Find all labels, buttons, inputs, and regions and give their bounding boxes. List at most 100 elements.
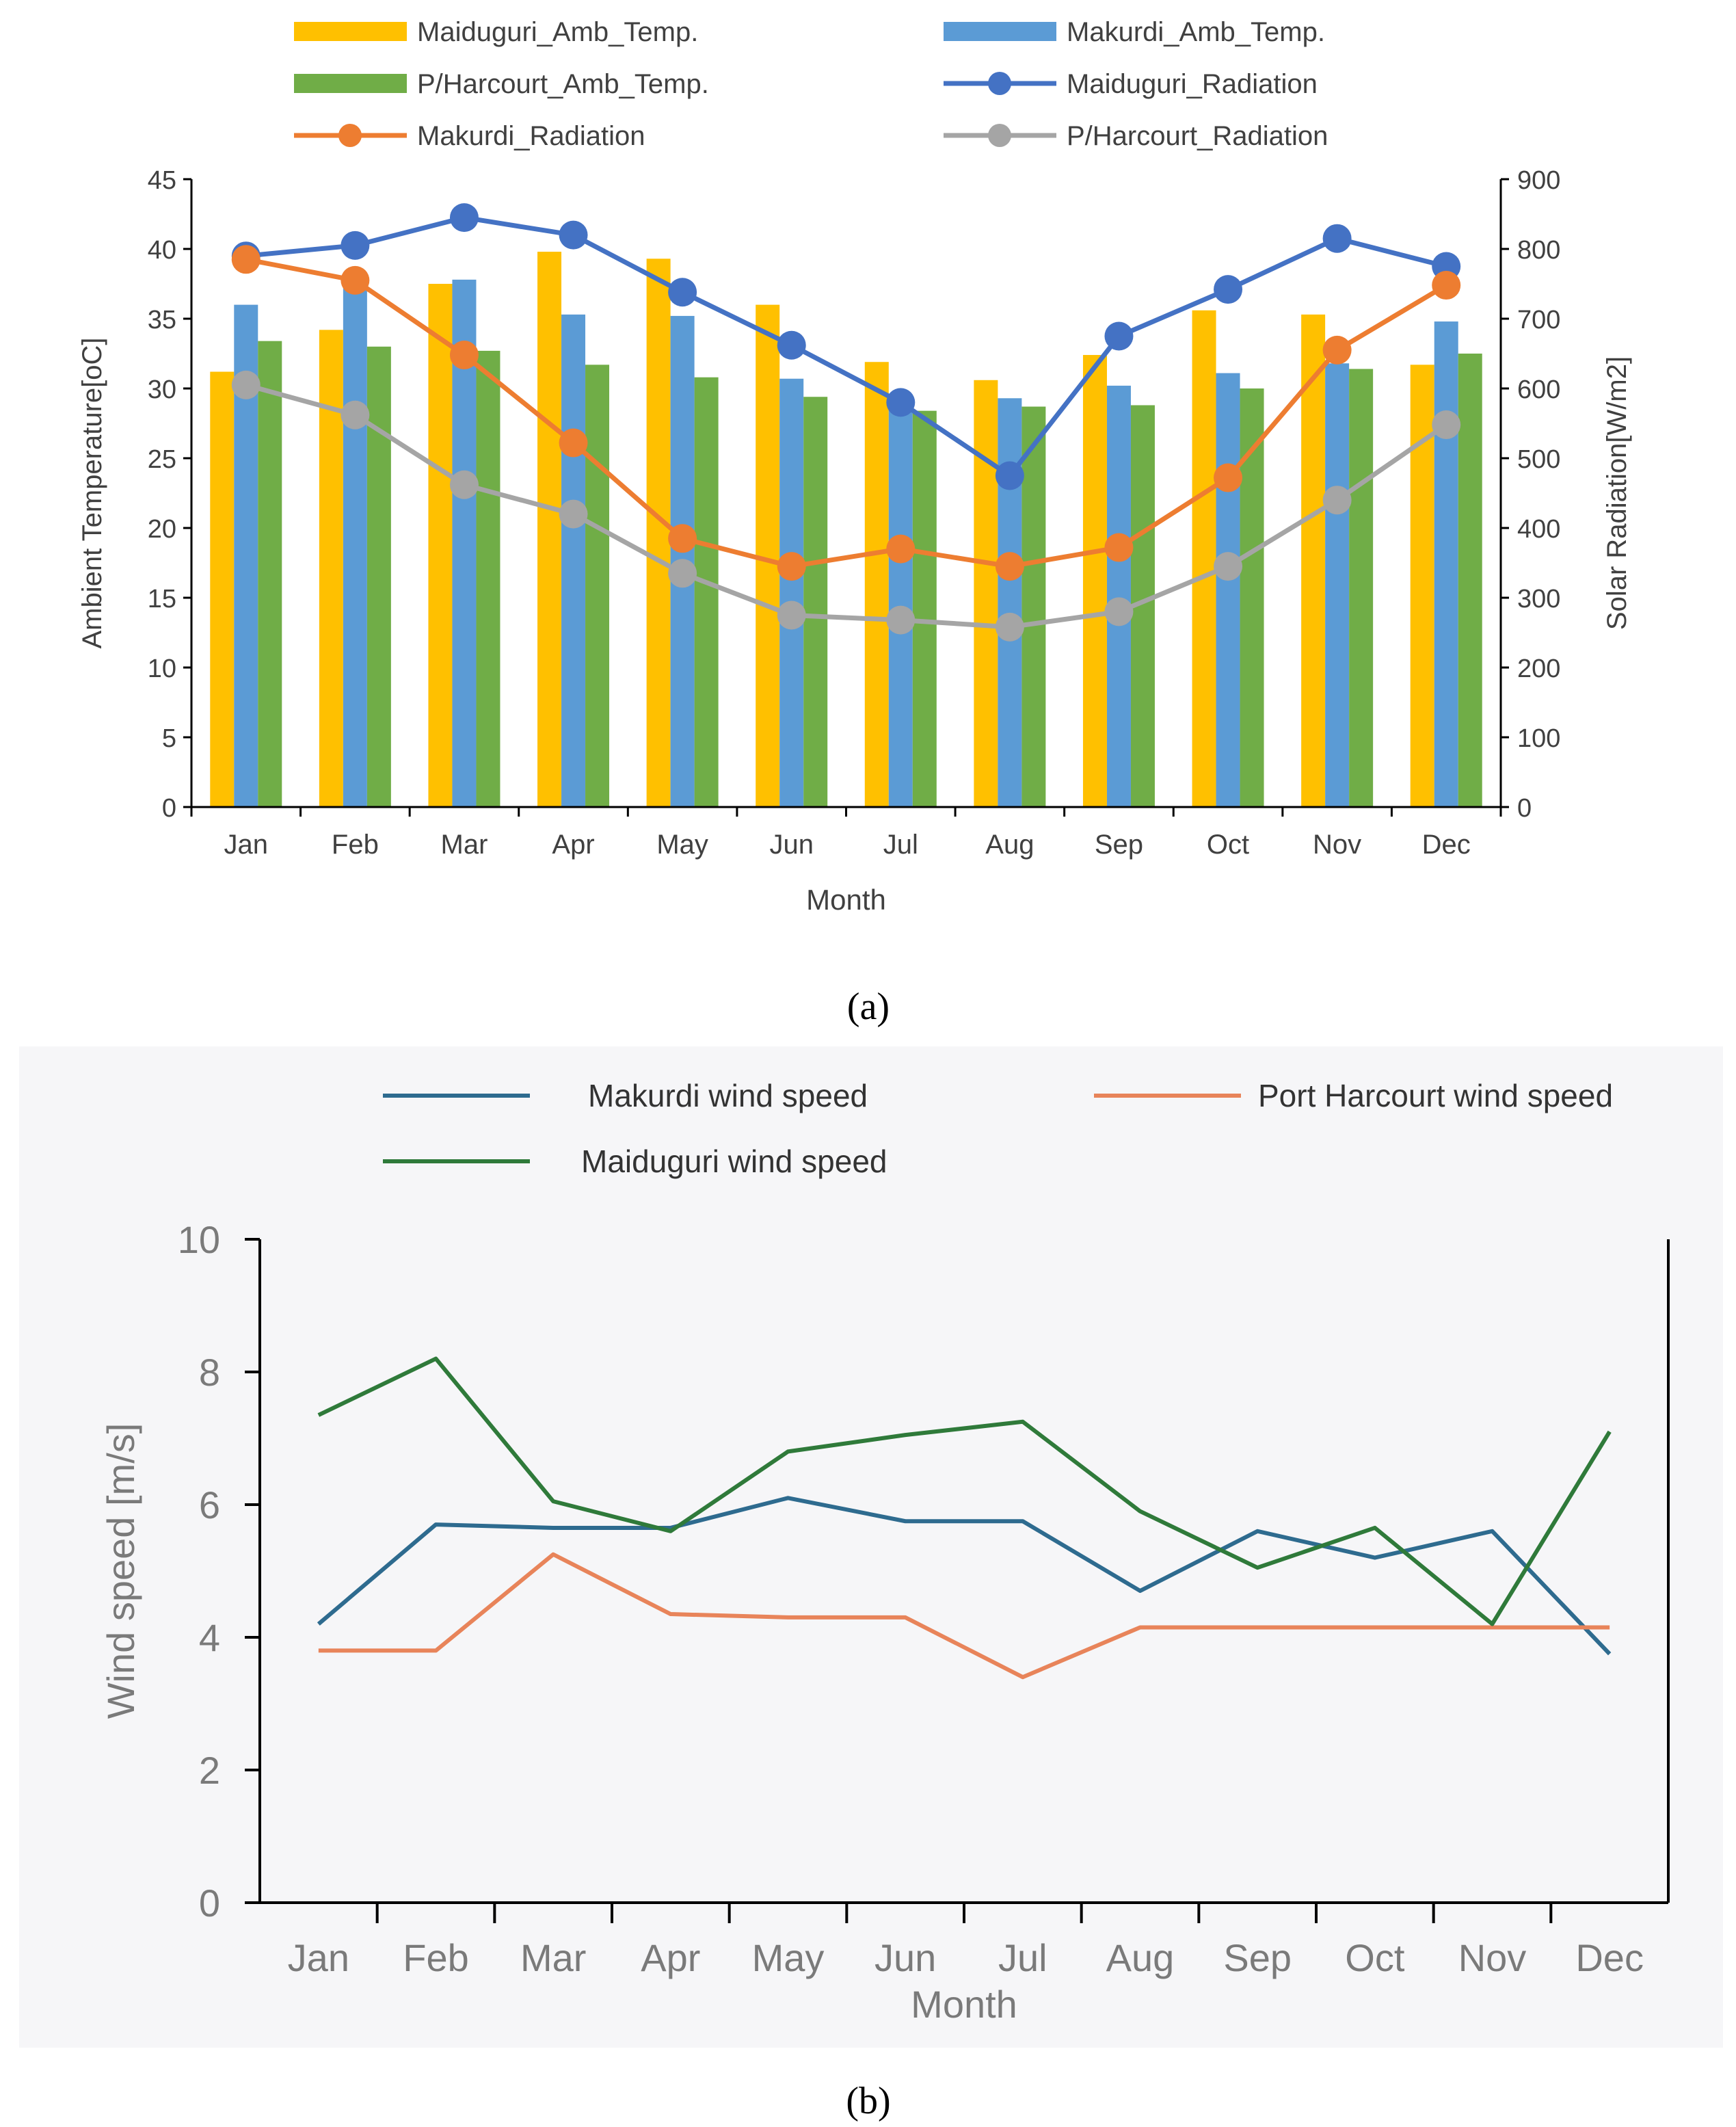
- x-tick-label: Jun: [769, 830, 814, 860]
- x-tick-label: Apr: [552, 830, 594, 860]
- x-tick-label: Apr: [641, 1936, 700, 1979]
- legend-label: Makurdi_Amb_Temp.: [1067, 17, 1325, 47]
- point-makurdi-radiation-dec: [1432, 271, 1461, 300]
- x-tick-label: Dec: [1422, 830, 1471, 860]
- point-makurdi-radiation-may: [668, 524, 697, 553]
- x-axis-title: Month: [911, 1983, 1017, 2026]
- bar-maiduguri-amb-temp-oct: [1192, 310, 1216, 807]
- point-makurdi-radiation-feb: [340, 265, 370, 295]
- x-axis-title: Month: [806, 884, 886, 916]
- bar-makurdi-amb-temp-feb: [343, 274, 367, 808]
- panel-label-b: (b): [846, 2080, 891, 2122]
- point-makurdi-radiation-sep: [1104, 533, 1134, 562]
- bar-maiduguri-amb-temp-jul: [864, 362, 889, 807]
- line-maiduguri-wind-speed: [317, 1356, 1612, 1626]
- line-maiduguri-radiation: [245, 215, 1447, 478]
- bar-makurdi-amb-temp-nov: [1325, 363, 1350, 807]
- legend-item-makurdi-wind-speed: Makurdi wind speed: [383, 1078, 868, 1113]
- x-tick-label: Feb: [332, 830, 379, 860]
- point-maiduguri-radiation-apr: [559, 220, 588, 250]
- bar-p-harcourt-amb-temp-dec: [1458, 354, 1482, 807]
- x-tick-label: Mar: [441, 830, 488, 860]
- bar-maiduguri-amb-temp-feb: [319, 330, 343, 807]
- point-makurdi-radiation-aug: [995, 552, 1024, 581]
- legend-item-p-harcourt-amb-temp: P/Harcourt_Amb_Temp.: [294, 69, 709, 99]
- point-makurdi-radiation-jan: [231, 245, 261, 274]
- y-tick-label: 20: [148, 515, 176, 544]
- y2-tick-label: 600: [1517, 375, 1560, 404]
- bar-maiduguri-amb-temp-mar: [428, 284, 453, 807]
- y-tick-label: 5: [162, 724, 176, 753]
- line-p-harcourt-radiation: [245, 382, 1448, 630]
- point-maiduguri-radiation-sep: [1104, 321, 1134, 351]
- chart-b: Makurdi wind speed Port Harcourt wind spe…: [19, 1046, 1723, 2048]
- point-p-harcourt-radiation-nov: [1322, 486, 1352, 515]
- point-makurdi-radiation-nov: [1322, 335, 1352, 365]
- y-tick-label: 4: [199, 1616, 220, 1659]
- x-tick-label: Jan: [288, 1936, 349, 1979]
- bar-makurdi-amb-temp-jul: [888, 402, 913, 807]
- point-p-harcourt-radiation-dec: [1432, 410, 1461, 440]
- x-tick-label: Sep: [1223, 1936, 1292, 1979]
- legend-item-port-harcourt-wind-speed: Port Harcourt wind speed: [1094, 1078, 1613, 1113]
- legend-item-makurdi-radiation: Makurdi_Radiation: [294, 121, 645, 151]
- bar-maiduguri-amb-temp-dec: [1410, 365, 1434, 807]
- y-tick-label: 10: [148, 655, 176, 683]
- x-tick-label: Oct: [1345, 1936, 1405, 1979]
- legend-swatch-marker: [988, 124, 1011, 147]
- y2-tick-label: 0: [1517, 794, 1532, 823]
- x-tick-label: Nov: [1313, 830, 1361, 860]
- point-maiduguri-radiation-may: [668, 278, 697, 307]
- legend-item-maiduguri-amb-temp: Maiduguri_Amb_Temp.: [294, 17, 698, 47]
- y-tick-label: 2: [199, 1749, 220, 1792]
- chart-b-background: [19, 1046, 1723, 2048]
- point-makurdi-radiation-apr: [559, 428, 588, 458]
- bar-maiduguri-amb-temp-jan: [210, 371, 235, 807]
- x-tick-label: Aug: [1106, 1936, 1175, 1979]
- x-tick-label: May: [752, 1936, 825, 1979]
- y2-tick-label: 200: [1517, 655, 1560, 683]
- y2-tick-label: 900: [1517, 166, 1560, 195]
- point-p-harcourt-radiation-mar: [449, 470, 479, 499]
- y-tick-label: 10: [178, 1218, 220, 1261]
- point-makurdi-radiation-oct: [1214, 463, 1243, 492]
- legend-item-maiduguri-radiation: Maiduguri_Radiation: [944, 69, 1318, 99]
- bar-makurdi-amb-temp-aug: [998, 398, 1022, 807]
- y-tick-label: 30: [148, 375, 176, 404]
- bar-p-harcourt-amb-temp-jan: [258, 341, 282, 807]
- point-makurdi-radiation-mar: [449, 341, 479, 370]
- legend-swatch-marker: [338, 124, 362, 147]
- bar-p-harcourt-amb-temp-mar: [476, 350, 500, 807]
- bar-p-harcourt-amb-temp-nov: [1349, 369, 1374, 807]
- y2-tick-label: 500: [1517, 445, 1560, 474]
- point-p-harcourt-radiation-jun: [777, 600, 806, 630]
- line-makurdi-wind-speed: [317, 1496, 1612, 1656]
- bar-maiduguri-amb-temp-nov: [1301, 314, 1326, 807]
- legend-label: Maiduguri_Amb_Temp.: [417, 17, 698, 47]
- legend-label: P/Harcourt_Radiation: [1067, 121, 1328, 151]
- x-tick-label: Oct: [1207, 830, 1249, 860]
- x-tick-label: Aug: [985, 830, 1034, 860]
- point-maiduguri-radiation-mar: [449, 203, 479, 233]
- y-tick-label: 15: [148, 585, 176, 613]
- point-maiduguri-radiation-jun: [777, 330, 806, 360]
- legend-label: Makurdi wind speed: [588, 1078, 868, 1113]
- y-tick-label: 45: [148, 166, 176, 195]
- y-axis-title: Ambient Temperature[oC]: [77, 337, 107, 648]
- point-p-harcourt-radiation-feb: [340, 400, 370, 430]
- x-tick-label: Nov: [1458, 1936, 1527, 1979]
- bar-maiduguri-amb-temp-sep: [1082, 355, 1107, 807]
- bar-makurdi-amb-temp-sep: [1106, 385, 1131, 807]
- legend-label: Maiduguri wind speed: [581, 1144, 887, 1179]
- point-maiduguri-radiation-oct: [1214, 275, 1243, 304]
- legend-label: P/Harcourt_Amb_Temp.: [417, 69, 709, 99]
- bar-maiduguri-amb-temp-may: [646, 259, 671, 807]
- point-maiduguri-radiation-feb: [340, 230, 370, 260]
- y-tick-label: 6: [199, 1483, 220, 1527]
- y2-tick-label: 700: [1517, 306, 1560, 334]
- point-makurdi-radiation-jul: [886, 534, 916, 564]
- legend-item-makurdi-amb-temp: Makurdi_Amb_Temp.: [944, 17, 1325, 47]
- line-port-harcourt-wind-speed: [318, 1552, 1610, 1680]
- x-tick-label: May: [656, 830, 708, 860]
- x-tick-label: Feb: [403, 1936, 469, 1979]
